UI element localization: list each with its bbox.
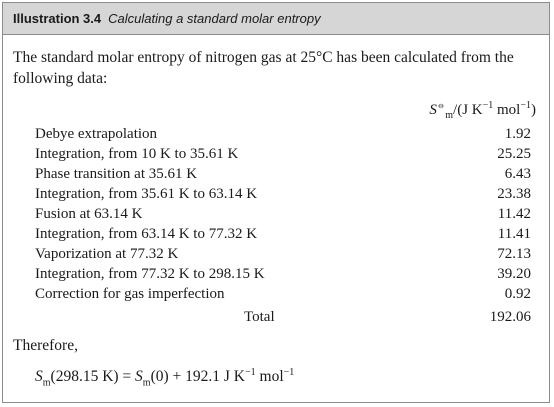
row-value: 0.92 (504, 286, 531, 302)
lhs-symbol: S (35, 368, 43, 386)
total-label: Total (244, 309, 275, 325)
row-value: 1.92 (504, 126, 531, 142)
illustration-header: Illustration 3.4 Calculating a standard … (3, 3, 549, 35)
table-row: Debye extrapolation 1.92 (3, 124, 551, 144)
column-header: S⦵m/(J K−1 mol−1) (429, 100, 536, 121)
table-row: Phase transition at 35.61 K 6.43 (3, 164, 551, 184)
units-mol: mol (493, 102, 521, 118)
intro-paragraph: The standard molar entropy of nitrogen g… (13, 49, 514, 87)
table-row: Integration, from 63.14 K to 77.32 K 11.4… (3, 224, 551, 244)
table-row: Integration, from 77.32 K to 298.15 K 39.… (3, 264, 551, 284)
row-description: Fusion at 63.14 K (35, 206, 143, 222)
table-row: Vaporization at 77.32 K 72.13 (3, 244, 551, 264)
result-exp-1: −1 (245, 367, 256, 378)
row-value: 25.25 (497, 146, 531, 162)
row-description: Vaporization at 77.32 K (35, 246, 179, 262)
rhs-subscript: m (142, 377, 151, 389)
table-row: Integration, from 35.61 K to 63.14 K 23.3… (3, 184, 551, 204)
table-row: Fusion at 63.14 K 11.42 (3, 204, 551, 224)
rhs-symbol: S (135, 368, 143, 386)
units-close: ) (531, 102, 536, 118)
result-exp-2: −1 (283, 367, 295, 378)
illustration-title: Calculating a standard molar entropy (108, 11, 321, 26)
row-description: Correction for gas imperfection (35, 286, 225, 302)
total-row: Total 192.06 (3, 304, 551, 330)
standard-state-mark: ⦵ (436, 100, 446, 111)
total-value: 192.06 (489, 309, 531, 325)
units-exp-1: −1 (482, 100, 494, 111)
rhs-rest: (0) + 192.1 J K (150, 368, 245, 386)
table-row: Correction for gas imperfection 0.92 (3, 284, 551, 304)
row-description: Integration, from 35.61 K to 63.14 K (35, 186, 258, 202)
row-description: Integration, from 77.32 K to 298.15 K (35, 266, 265, 282)
row-value: 72.13 (497, 246, 531, 262)
illustration-box: Illustration 3.4 Calculating a standard … (2, 2, 550, 403)
units-exp-2: −1 (520, 100, 531, 111)
data-table: Debye extrapolation 1.92 Integration, fro… (3, 124, 551, 330)
row-description: Debye extrapolation (35, 126, 158, 142)
row-description: Phase transition at 35.61 K (35, 166, 198, 182)
row-description: Integration, from 63.14 K to 77.32 K (35, 226, 258, 242)
lhs-subscript: m (42, 377, 51, 389)
row-value: 6.43 (504, 166, 531, 182)
result-mol: mol (255, 368, 284, 386)
therefore-text: Therefore, (13, 337, 78, 354)
result-equation: Sm(298.15 K) = Sm(0) + 192.1 J K−1 mol−1 (35, 367, 294, 388)
entropy-symbol: S (429, 102, 437, 118)
row-value: 11.41 (497, 226, 531, 242)
row-value: 11.42 (497, 206, 531, 222)
molar-subscript: m (445, 110, 454, 121)
lhs-argument: (298.15 K) = (50, 368, 136, 386)
table-row: Integration, from 10 K to 35.61 K 25.25 (3, 144, 551, 164)
illustration-label: Illustration 3.4 (13, 11, 102, 26)
units-open: /(J K (453, 102, 483, 118)
row-description: Integration, from 10 K to 35.61 K (35, 146, 239, 162)
row-value: 39.20 (497, 266, 531, 282)
row-value: 23.38 (497, 186, 531, 202)
